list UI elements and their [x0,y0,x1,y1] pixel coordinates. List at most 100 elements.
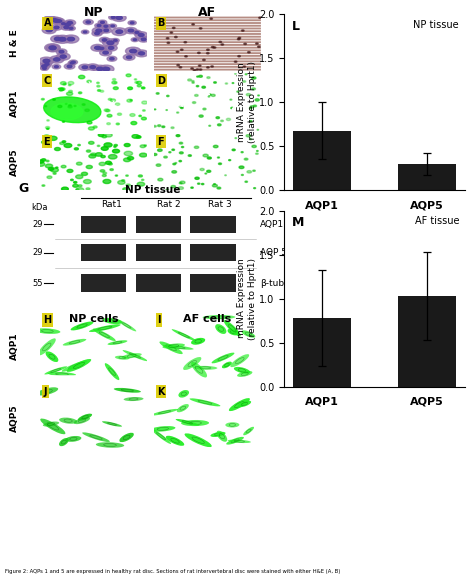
Ellipse shape [224,320,241,336]
Circle shape [110,58,114,60]
Circle shape [76,175,83,179]
Ellipse shape [211,353,235,364]
Circle shape [211,94,215,96]
Circle shape [139,115,141,117]
Circle shape [188,155,191,156]
Circle shape [137,182,145,186]
Ellipse shape [190,398,220,406]
Circle shape [211,66,213,67]
Circle shape [97,85,100,87]
Ellipse shape [44,97,101,123]
Circle shape [192,82,194,83]
Circle shape [67,65,72,68]
FancyBboxPatch shape [154,22,261,24]
Circle shape [158,178,163,181]
FancyBboxPatch shape [154,47,261,48]
Circle shape [103,172,107,174]
Y-axis label: mRNA Expression
(relative to Hprt1): mRNA Expression (relative to Hprt1) [237,61,256,144]
FancyBboxPatch shape [154,25,261,27]
Circle shape [104,29,109,32]
Circle shape [195,95,198,96]
Circle shape [46,28,52,32]
Circle shape [114,40,117,42]
Ellipse shape [93,328,116,341]
Bar [81,244,126,261]
Circle shape [244,158,248,160]
Ellipse shape [210,432,226,437]
Circle shape [166,189,169,190]
Circle shape [50,17,63,24]
Ellipse shape [228,328,239,335]
Ellipse shape [122,353,142,358]
FancyBboxPatch shape [154,31,261,32]
Circle shape [135,50,148,57]
FancyBboxPatch shape [154,66,261,68]
Circle shape [64,26,69,29]
Circle shape [65,103,67,104]
Circle shape [100,38,109,43]
Ellipse shape [38,338,56,355]
Circle shape [39,57,54,65]
Circle shape [124,158,131,162]
Circle shape [170,32,173,33]
Ellipse shape [238,401,251,407]
Circle shape [134,78,137,80]
Circle shape [82,66,88,69]
Circle shape [95,46,100,50]
Circle shape [82,104,85,106]
Circle shape [62,187,68,191]
Text: B: B [157,18,164,28]
Circle shape [243,81,246,83]
Circle shape [44,135,50,138]
Circle shape [104,25,108,27]
Ellipse shape [65,436,82,442]
Circle shape [195,177,199,179]
Text: L: L [292,20,300,33]
Circle shape [172,149,174,151]
Circle shape [86,188,90,190]
Circle shape [69,104,71,106]
Circle shape [42,185,45,186]
Circle shape [41,66,48,70]
Circle shape [214,183,215,185]
Circle shape [221,120,223,122]
Circle shape [92,31,102,36]
Circle shape [44,16,56,22]
Circle shape [79,75,85,78]
Ellipse shape [191,338,205,344]
Circle shape [83,179,91,183]
Circle shape [247,51,250,53]
Circle shape [252,145,256,148]
Ellipse shape [163,343,185,349]
FancyBboxPatch shape [154,53,261,54]
FancyBboxPatch shape [154,39,261,40]
Circle shape [97,68,103,70]
Circle shape [192,81,194,82]
Circle shape [246,93,250,96]
Circle shape [68,84,71,86]
Text: 55: 55 [33,279,43,287]
Bar [81,216,126,233]
Circle shape [112,78,116,80]
Circle shape [174,36,177,38]
Circle shape [101,155,105,158]
Circle shape [106,161,111,164]
Circle shape [100,47,104,50]
Circle shape [57,20,62,23]
Circle shape [179,182,182,184]
Circle shape [105,133,112,137]
Circle shape [42,62,52,66]
Circle shape [207,170,211,173]
Ellipse shape [48,372,76,376]
Circle shape [241,152,243,153]
Circle shape [47,176,52,178]
Circle shape [73,184,78,187]
Circle shape [142,179,144,181]
Circle shape [91,44,104,51]
Circle shape [63,35,79,43]
Circle shape [179,66,182,68]
Circle shape [55,66,58,68]
Circle shape [230,99,232,100]
Circle shape [68,61,76,65]
Text: AF cells: AF cells [183,314,231,324]
